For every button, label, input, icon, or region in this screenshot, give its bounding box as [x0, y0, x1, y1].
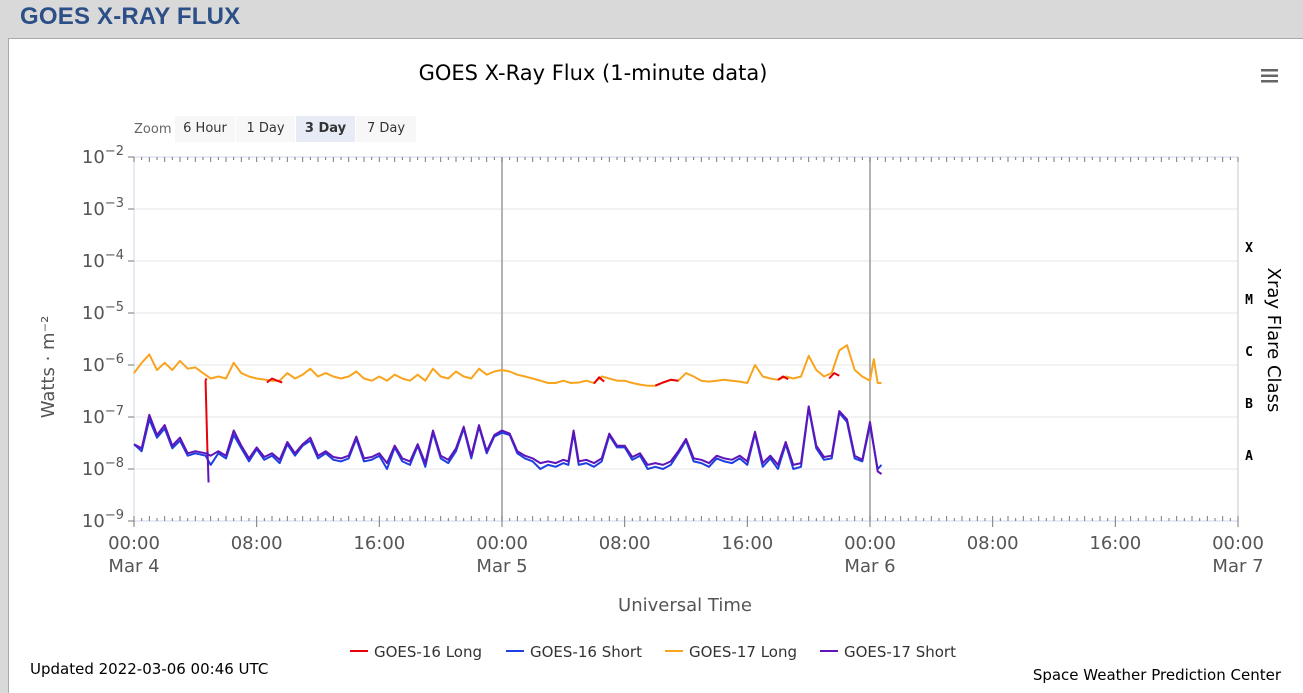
x-date-label: Mar 7 [1212, 556, 1263, 577]
zoom-option-label: 1 Day [246, 121, 284, 136]
series-line-goes-17-short-dip [206, 451, 210, 483]
x-tick-label: 00:00 [1212, 533, 1264, 554]
x-date-label: Mar 4 [108, 556, 159, 577]
y-tick-label: 10−5 [82, 300, 124, 324]
legend-label: GOES-16 Short [530, 643, 642, 661]
x-date-label: Mar 5 [476, 556, 527, 577]
flare-class-label: C [1245, 345, 1253, 360]
legend-label: GOES-16 Long [374, 643, 482, 661]
legend-item-goes-17-long[interactable]: GOES-17 Long [665, 643, 797, 661]
xray-flux-chart: GOES X-Ray Flux (1-minute data) Zoom 6 H… [38, 61, 1284, 661]
x-tick-label: 00:00 [108, 533, 160, 554]
x-axis-title: Universal Time [618, 595, 752, 616]
y-axis-title: Watts · m⁻² [38, 316, 59, 419]
zoom-bar: Zoom 6 Hour 1 Day 3 Day 7 Day [134, 116, 416, 142]
x-tick-label: 08:00 [231, 533, 283, 554]
x-tick-label: 16:00 [1089, 533, 1141, 554]
chart-panel: GOES X-Ray Flux (1-minute data) Zoom 6 H… [8, 38, 1303, 693]
zoom-label: Zoom [134, 122, 171, 137]
page-title: GOES X-RAY FLUX [20, 3, 241, 30]
x-tick-label: 00:00 [844, 533, 896, 554]
legend-item-goes-16-long[interactable]: GOES-16 Long [350, 643, 482, 661]
y-tick-label: 10−4 [82, 248, 124, 272]
zoom-7-day-button[interactable]: 7 Day [356, 116, 416, 142]
updated-timestamp: Updated 2022-03-06 00:46 UTC [30, 660, 269, 678]
legend-item-goes-17-short[interactable]: GOES-17 Short [820, 643, 956, 661]
x-tick-label: 16:00 [721, 533, 773, 554]
series-line-goes-17-long [133, 344, 882, 387]
zoom-option-label: 6 Hour [183, 121, 227, 136]
y2-axis-title: Xray Flare Class [1263, 268, 1284, 413]
y-tick-label: 10−2 [82, 144, 124, 168]
series-line-goes-16-long [204, 372, 840, 387]
legend-item-goes-16-short[interactable]: GOES-16 Short [506, 643, 642, 661]
legend-label: GOES-17 Short [844, 643, 956, 661]
chart-title: GOES X-Ray Flux (1-minute data) [419, 61, 768, 85]
credit-text: Space Weather Prediction Center [1032, 666, 1281, 684]
y-tick-label: 10−3 [82, 196, 124, 220]
series-line-goes-16-long-spike [204, 380, 209, 456]
x-tick-label: 00:00 [476, 533, 528, 554]
page-header: GOES X-RAY FLUX [0, 0, 1303, 38]
y-tick-label: 10−7 [82, 404, 124, 428]
zoom-option-label: 3 Day [305, 121, 347, 136]
flare-class-label: B [1245, 397, 1253, 412]
legend-label: GOES-17 Long [689, 643, 797, 661]
flare-class-label: X [1245, 241, 1253, 256]
x-tick-label: 08:00 [967, 533, 1019, 554]
y-tick-label: 10−6 [82, 352, 124, 376]
zoom-1-day-button[interactable]: 1 Day [236, 116, 295, 142]
y-tick-label: 10−9 [82, 508, 124, 532]
zoom-option-label: 7 Day [367, 121, 405, 136]
series-line-goes-17-short [133, 405, 883, 475]
y-tick-label: 10−8 [82, 456, 124, 480]
x-tick-label: 16:00 [353, 533, 405, 554]
zoom-6-hour-button[interactable]: 6 Hour [175, 116, 235, 142]
hamburger-menu-icon[interactable] [1259, 66, 1280, 88]
flare-class-label: A [1245, 449, 1253, 464]
x-tick-label: 08:00 [599, 533, 651, 554]
flare-class-label: M [1245, 293, 1253, 308]
x-date-label: Mar 6 [844, 556, 895, 577]
zoom-3-day-button[interactable]: 3 Day [296, 116, 355, 142]
